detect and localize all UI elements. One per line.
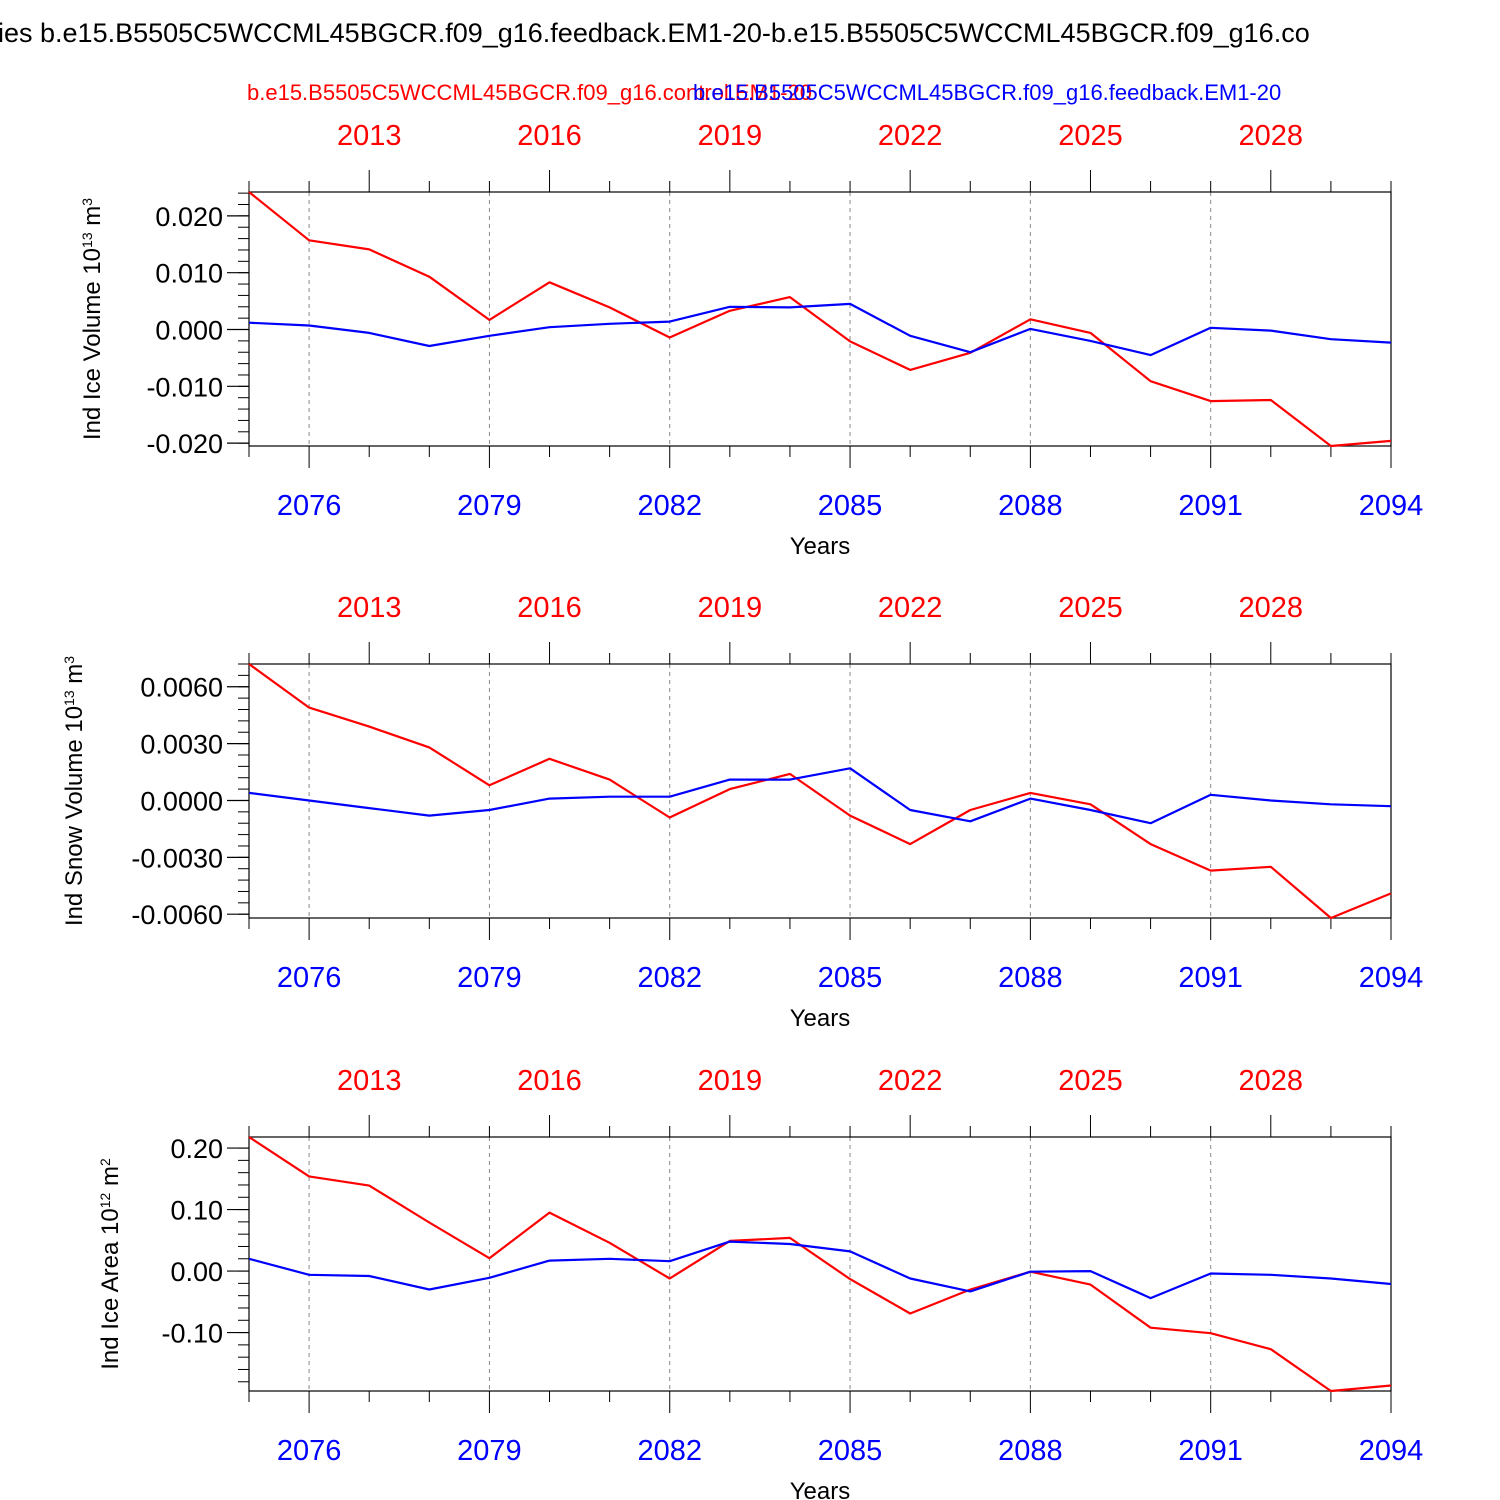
- x-top-tick-label: 2016: [517, 592, 582, 624]
- y-tick-label: 0.010: [155, 259, 223, 289]
- y-axis-title-text: Ind Ice Area 10: [97, 1208, 124, 1369]
- x-bottom-tick-label: 2079: [457, 490, 522, 522]
- x-top-tick-label: 2025: [1058, 120, 1123, 152]
- x-top-tick-label: 2013: [337, 120, 402, 152]
- x-bottom-tick-label: 2091: [1178, 490, 1243, 522]
- x-top-tick-label: 2019: [698, 1065, 763, 1097]
- x-top-tick-label: 2019: [698, 120, 763, 152]
- y-tick-label: 0.0060: [140, 673, 223, 703]
- y-tick-label: 0.10: [170, 1196, 223, 1226]
- series-line-feedback: [248, 302, 1392, 357]
- x-bottom-tick-label: 2079: [457, 1435, 522, 1467]
- series-line-control: [248, 191, 1392, 448]
- x-bottom-tick-label: 2088: [998, 962, 1063, 994]
- plot-frame: [248, 1136, 1392, 1392]
- legend-feedback-label: b.e15.B5505C5WCCML45BGCR.f09_g16.feedbac…: [693, 80, 1282, 105]
- y-tick-label: -0.0060: [131, 900, 223, 930]
- x-top-tick-label: 2013: [337, 592, 402, 624]
- x-top-tick-label: 2013: [337, 1065, 402, 1097]
- x-bottom-tick-label: 2088: [998, 1435, 1063, 1467]
- x-bottom-tick-label: 2091: [1178, 1435, 1243, 1467]
- series-line-feedback: [248, 767, 1392, 825]
- x-bottom-tick-label: 2085: [818, 1435, 883, 1467]
- y-axis-title-text: Ind Ice Volume 10: [79, 248, 106, 440]
- x-bottom-tick-label: 2076: [277, 490, 342, 522]
- y-axis-title-exponent: 3: [79, 198, 95, 206]
- x-top-tick-label: 2028: [1239, 592, 1304, 624]
- x-bottom-tick-label: 2085: [818, 962, 883, 994]
- y-tick-label: 0.000: [155, 316, 223, 346]
- legend-control-label: b.e15.B5505C5WCCML45BGCR.f09_g16.control…: [247, 80, 812, 105]
- y-tick-label: 0.0030: [140, 730, 223, 760]
- x-top-tick-label: 2019: [698, 592, 763, 624]
- y-axis-title-exponent: 13: [79, 232, 95, 248]
- y-tick-label: -0.10: [161, 1319, 223, 1349]
- x-bottom-tick-label: 2094: [1359, 490, 1424, 522]
- x-axis-title: Years: [790, 1005, 851, 1032]
- x-bottom-tick-label: 2076: [277, 962, 342, 994]
- y-tick-label: -0.0030: [131, 843, 223, 873]
- x-bottom-tick-label: 2094: [1359, 962, 1424, 994]
- plot-frame: [248, 191, 1392, 447]
- y-axis-title-text: Ind Snow Volume 10: [61, 706, 88, 926]
- y-tick-label: 0.0000: [140, 786, 223, 816]
- y-axis-title-exponent: 13: [61, 690, 77, 706]
- x-top-tick-label: 2022: [878, 120, 943, 152]
- y-axis-title-exponent: 2: [97, 1158, 113, 1166]
- series-line-control: [248, 663, 1392, 920]
- x-bottom-tick-label: 2082: [637, 1435, 702, 1467]
- series-line-control: [248, 1136, 1392, 1393]
- x-axis-title: Years: [790, 533, 851, 560]
- y-tick-label: -0.020: [146, 429, 223, 459]
- y-axis-title-text: m: [61, 664, 88, 691]
- y-tick-label: 0.20: [170, 1134, 223, 1164]
- x-top-tick-label: 2025: [1058, 592, 1123, 624]
- x-top-tick-label: 2016: [517, 120, 582, 152]
- x-top-tick-label: 2028: [1239, 1065, 1304, 1097]
- y-axis-title-text: m: [79, 206, 106, 233]
- y-axis-title: Ind Ice Area 1012 m2: [97, 1158, 124, 1370]
- x-top-tick-label: 2016: [517, 1065, 582, 1097]
- x-top-tick-label: 2022: [878, 592, 943, 624]
- y-axis-title-text: m: [97, 1166, 124, 1193]
- x-top-tick-label: 2025: [1058, 1065, 1123, 1097]
- y-tick-label: 0.00: [170, 1257, 223, 1287]
- figure-title: ies b.e15.B5505C5WCCML45BGCR.f09_g16.fee…: [0, 18, 1310, 48]
- plot-frame: [248, 663, 1392, 919]
- y-tick-label: -0.010: [146, 372, 223, 402]
- x-bottom-tick-label: 2088: [998, 490, 1063, 522]
- x-axis-title: Years: [790, 1478, 851, 1500]
- y-tick-label: 0.020: [155, 202, 223, 232]
- x-bottom-tick-label: 2079: [457, 962, 522, 994]
- x-top-tick-label: 2022: [878, 1065, 943, 1097]
- x-top-tick-label: 2028: [1239, 120, 1304, 152]
- series-line-feedback: [248, 1240, 1392, 1300]
- x-bottom-tick-label: 2082: [637, 490, 702, 522]
- y-axis-title-exponent: 12: [97, 1193, 113, 1209]
- x-bottom-tick-label: 2091: [1178, 962, 1243, 994]
- y-axis-title-exponent: 3: [61, 656, 77, 664]
- x-bottom-tick-label: 2085: [818, 490, 883, 522]
- x-bottom-tick-label: 2082: [637, 962, 702, 994]
- x-bottom-tick-label: 2076: [277, 1435, 342, 1467]
- y-axis-title: Ind Ice Volume 1013 m3: [79, 198, 106, 440]
- x-bottom-tick-label: 2094: [1359, 1435, 1424, 1467]
- y-axis-title: Ind Snow Volume 1013 m3: [61, 656, 88, 926]
